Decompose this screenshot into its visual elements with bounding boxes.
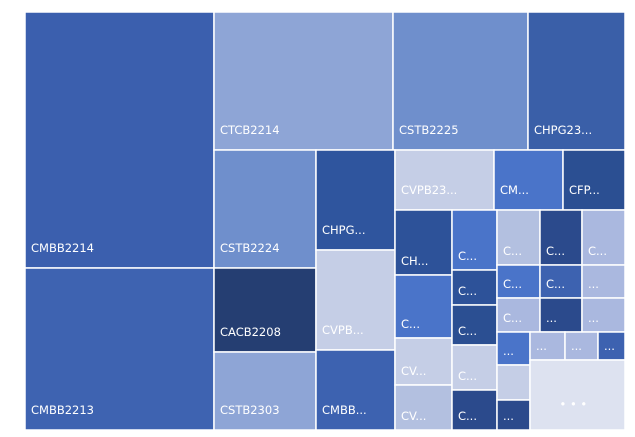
tile — [394, 384, 453, 431]
tile-label: CMBB2214 — [31, 241, 94, 255]
tile-label: CSTB2303 — [220, 403, 280, 417]
tile-label: ... — [546, 311, 557, 325]
tile — [451, 304, 498, 346]
tile — [392, 11, 529, 151]
tile-label: ... — [588, 311, 599, 325]
tile-label: CMBB2213 — [31, 403, 94, 417]
tile-label: ... — [503, 344, 514, 358]
tile-label: C... — [458, 324, 477, 338]
tile-label: CSTB2225 — [399, 123, 459, 137]
tile-label: C... — [503, 277, 522, 291]
tile-label: ... — [536, 339, 547, 353]
tile-label: CVPB... — [322, 323, 364, 337]
tile-label: CTCB2214 — [220, 123, 280, 137]
tile — [315, 349, 396, 431]
tile — [451, 389, 498, 431]
tile-label: C... — [546, 244, 565, 258]
tile-label: CFP... — [569, 183, 600, 197]
tile — [493, 149, 564, 211]
tile — [562, 149, 626, 211]
tile-label: ... — [588, 277, 599, 291]
tile — [394, 337, 453, 386]
tile-label: C... — [401, 317, 420, 331]
tile — [213, 11, 394, 151]
tile-label: C... — [458, 409, 477, 423]
tile-label: CACB2208 — [220, 325, 281, 339]
tile-label: C... — [546, 277, 565, 291]
tile-label: CHPG... — [322, 223, 366, 237]
tile — [213, 149, 317, 269]
tile-label: C... — [458, 284, 477, 298]
tile — [213, 351, 317, 431]
tile — [24, 11, 215, 269]
tile — [581, 264, 626, 299]
tile — [539, 297, 583, 333]
tile-label: C... — [458, 369, 477, 383]
tile-label: CM... — [500, 183, 529, 197]
tile — [527, 11, 626, 151]
tile — [394, 149, 495, 211]
tile-label: C... — [588, 244, 607, 258]
tile — [451, 344, 498, 391]
tile-label: CVPB23... — [401, 183, 457, 197]
tile-label: CV... — [401, 364, 426, 378]
tile — [581, 209, 626, 266]
tile-label: CH... — [401, 254, 428, 268]
tile-label: • • • — [560, 397, 588, 411]
tile-label: CV... — [401, 409, 426, 423]
tile-label: C... — [458, 249, 477, 263]
tile-label: C... — [503, 244, 522, 258]
tile-label: CMBB... — [322, 403, 367, 417]
tile — [496, 364, 531, 401]
tile — [394, 209, 453, 276]
tile — [496, 399, 531, 431]
tile — [539, 264, 583, 299]
tile — [597, 331, 626, 361]
tile — [24, 267, 215, 431]
tile-label: C... — [503, 311, 522, 325]
tile — [581, 297, 626, 333]
tile-label: CHPG23... — [534, 123, 592, 137]
tile-label: ... — [604, 339, 615, 353]
tile — [496, 209, 541, 266]
tile — [529, 359, 626, 431]
tile — [315, 149, 396, 251]
tile-label: ... — [571, 339, 582, 353]
tile — [213, 267, 317, 353]
tile-label: CSTB2224 — [220, 241, 280, 255]
tile-label: ... — [503, 409, 514, 423]
tile — [496, 297, 541, 333]
